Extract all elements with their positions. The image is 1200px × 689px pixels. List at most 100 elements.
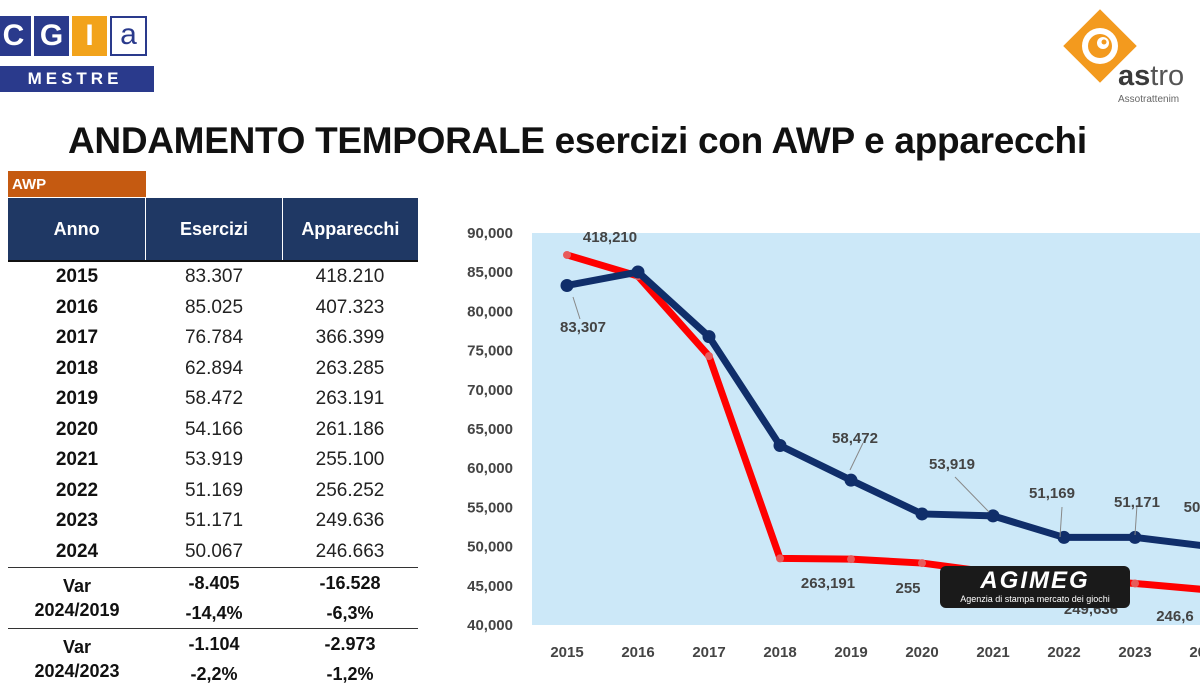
data-label: 263,191 — [801, 575, 855, 592]
var-esercizi: -8.405 -14,4% — [146, 568, 282, 628]
cell-esercizi: 51.171 — [146, 510, 282, 532]
cell-apparecchi: 418.210 — [282, 266, 418, 288]
data-point — [563, 251, 571, 259]
cell-anno: 2021 — [8, 449, 146, 471]
data-point — [774, 439, 787, 452]
cell-anno: 2018 — [8, 358, 146, 380]
y-tick-label: 75,000 — [467, 343, 513, 360]
table-header: Anno Esercizi Apparecchi — [8, 198, 418, 262]
var-apparecchi: -2.973 -1,2% — [282, 629, 418, 689]
var-apparecchi-abs: -2.973 — [324, 629, 375, 659]
x-tick-label: 2020 — [905, 644, 938, 661]
cell-esercizi: 53.919 — [146, 449, 282, 471]
y-tick-label: 70,000 — [467, 382, 513, 399]
data-point — [632, 266, 645, 279]
var-esercizi-abs: -1.104 — [188, 629, 239, 659]
agimeg-name: AGIMEG — [940, 568, 1130, 594]
cell-apparecchi: 366.399 — [282, 327, 418, 349]
var-esercizi-pct: -14,4% — [185, 598, 242, 628]
var-esercizi: -1.104 -2,2% — [146, 629, 282, 689]
header-esercizi: Esercizi — [145, 198, 281, 260]
agimeg-watermark: AGIMEG Agenzia di stampa mercato dei gio… — [940, 566, 1130, 608]
y-tick-label: 50,000 — [467, 539, 513, 556]
cell-apparecchi: 263.191 — [282, 388, 418, 410]
cell-anno: 2022 — [8, 480, 146, 502]
astro-subtitle: Assotrattenim — [1118, 94, 1179, 105]
var-label: Var 2024/2023 — [8, 629, 146, 689]
var-row-2023: Var 2024/2023 -1.104 -2,2% -2.973 -1,2% — [8, 628, 418, 689]
data-point — [847, 555, 855, 563]
cell-esercizi: 51.169 — [146, 480, 282, 502]
x-tick-label: 2019 — [834, 644, 867, 661]
var-apparecchi-pct: -1,2% — [326, 659, 373, 689]
data-label: 83,307 — [560, 319, 606, 336]
data-point — [776, 554, 784, 562]
var-row-2019: Var 2024/2019 -8.405 -14,4% -16.528 -6,3… — [8, 567, 418, 628]
var-label-2: 2024/2019 — [34, 598, 119, 622]
var-esercizi-pct: -2,2% — [190, 659, 237, 689]
cell-anno: 2017 — [8, 327, 146, 349]
header-anno: Anno — [8, 198, 145, 260]
x-tick-label: 2015 — [550, 644, 583, 661]
y-tick-label: 80,000 — [467, 303, 513, 320]
data-point — [703, 330, 716, 343]
var-label-1: Var — [63, 574, 91, 598]
cgia-subtitle: MESTRE — [0, 66, 154, 92]
data-point — [845, 474, 858, 487]
x-tick-label: 2016 — [621, 644, 654, 661]
data-label: 53,919 — [929, 456, 975, 473]
cell-apparecchi: 249.636 — [282, 510, 418, 532]
cell-apparecchi: 255.100 — [282, 449, 418, 471]
y-tick-label: 65,000 — [467, 421, 513, 438]
y-tick-label: 55,000 — [467, 499, 513, 516]
astro-rest: tro — [1150, 60, 1184, 92]
cgia-letter-c: C — [0, 16, 31, 56]
x-tick-label: 2018 — [763, 644, 796, 661]
cell-anno: 2023 — [8, 510, 146, 532]
var-label-1: Var — [63, 635, 91, 659]
var-esercizi-abs: -8.405 — [188, 568, 239, 598]
data-point — [561, 279, 574, 292]
header-apparecchi: Apparecchi — [282, 198, 418, 260]
data-label: 246,6 — [1156, 608, 1194, 625]
y-tick-label: 60,000 — [467, 460, 513, 477]
data-point — [1131, 579, 1139, 587]
cell-apparecchi: 256.252 — [282, 480, 418, 502]
data-label: 51,169 — [1029, 485, 1075, 502]
var-label: Var 2024/2019 — [8, 568, 146, 628]
data-label: 255 — [895, 580, 920, 597]
astro-wordmark: astro — [1118, 60, 1184, 93]
cgia-letters: C G I a — [0, 16, 147, 56]
data-label: 51,171 — [1114, 494, 1160, 511]
cgia-logo: C G I a MESTRE — [0, 16, 154, 92]
data-label: 418,210 — [583, 229, 637, 246]
awp-tag: AWP — [8, 171, 146, 197]
cell-anno: 2015 — [8, 266, 146, 288]
astro-bold: as — [1118, 60, 1150, 92]
data-point — [1058, 531, 1071, 544]
cell-esercizi: 85.025 — [146, 297, 282, 319]
agimeg-tagline: Agenzia di stampa mercato dei giochi — [940, 594, 1130, 605]
cell-esercizi: 50.067 — [146, 541, 282, 563]
var-label-2: 2024/2023 — [34, 659, 119, 683]
y-tick-label: 90,000 — [467, 225, 513, 242]
cgia-letter-i: I — [72, 16, 107, 56]
cell-esercizi: 83.307 — [146, 266, 282, 288]
cell-esercizi: 54.166 — [146, 419, 282, 441]
data-point — [916, 507, 929, 520]
data-point — [918, 559, 926, 567]
page-title: ANDAMENTO TEMPORALE esercizi con AWP e a… — [68, 120, 1087, 162]
cell-apparecchi: 263.285 — [282, 358, 418, 380]
cell-anno: 2019 — [8, 388, 146, 410]
